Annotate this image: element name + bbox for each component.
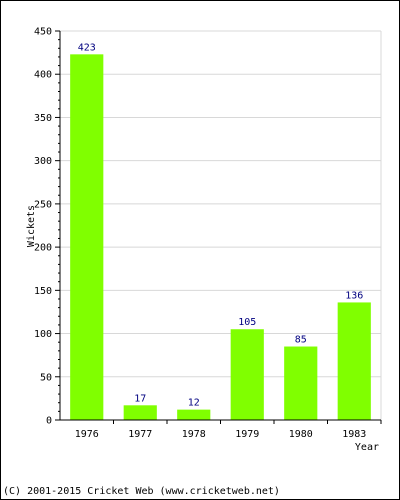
y-axis: 0 50 100 150 200 250 300 350 400 450	[34, 27, 61, 427]
x-tick-label: 1978	[182, 429, 206, 440]
bar	[177, 409, 211, 420]
y-tick-label: 250	[34, 199, 52, 210]
bar	[123, 405, 157, 420]
data-label: 136	[345, 290, 363, 301]
x-axis: 1976 1977 1978 1979 1980 1983	[60, 419, 382, 440]
x-axis-label: Year	[355, 442, 379, 453]
y-tick-label: 350	[34, 113, 52, 124]
x-tick-label: 1979	[235, 429, 259, 440]
data-label: 85	[295, 335, 307, 346]
y-tick-label: 50	[40, 372, 52, 383]
data-label: 105	[238, 317, 256, 328]
x-tick-label: 1977	[128, 429, 152, 440]
x-tick-label: 1983	[342, 429, 366, 440]
data-label: 17	[134, 393, 146, 404]
y-tick-label: 200	[34, 243, 52, 254]
copyright-footer: (C) 2001-2015 Cricket Web (www.cricketwe…	[3, 486, 280, 497]
y-tick-label: 0	[46, 416, 52, 427]
data-label: 12	[188, 398, 200, 409]
data-label: 423	[78, 42, 96, 53]
bar	[230, 329, 264, 420]
y-axis-label: Wickets	[26, 205, 37, 247]
y-tick-label: 450	[34, 27, 52, 38]
bar	[70, 54, 104, 421]
y-tick-label: 100	[34, 329, 52, 340]
bar	[284, 346, 318, 420]
y-tick-label: 300	[34, 156, 52, 167]
x-tick-label: 1976	[75, 429, 99, 440]
x-tick-label: 1980	[289, 429, 313, 440]
bars: 423 17 12 105 85 136	[70, 42, 371, 421]
gridlines	[60, 30, 382, 420]
y-tick-label: 150	[34, 286, 52, 297]
bar	[337, 302, 371, 420]
y-tick-label: 400	[34, 70, 52, 81]
